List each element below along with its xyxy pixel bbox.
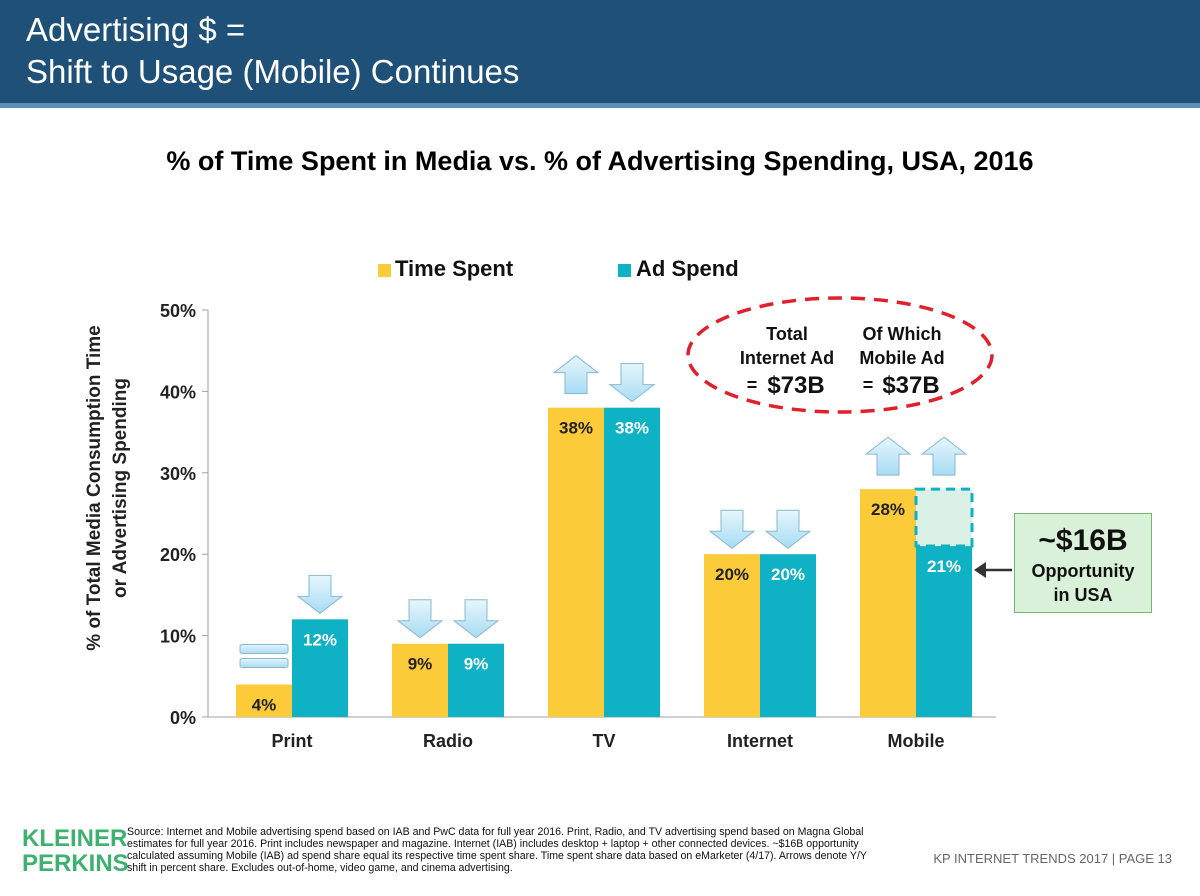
ellipse-total-label: Total — [766, 324, 808, 344]
ellipse-mobile-ad-value: $37B — [882, 372, 939, 399]
slide-title-line2: Shift to Usage (Mobile) Continues — [26, 53, 520, 90]
bar-time-spent-radio — [392, 643, 448, 717]
x-tick-label: Mobile — [888, 731, 945, 751]
y-tick-label: 40% — [160, 382, 196, 402]
down-arrow-icon — [608, 363, 656, 403]
up-arrow-icon — [920, 436, 968, 476]
opportunity-label-line2: in USA — [1053, 585, 1113, 605]
chart-title: % of Time Spent in Media vs. % of Advert… — [166, 146, 1034, 176]
bar-ad-spend-tv — [604, 407, 660, 717]
ellipse-of-which-label: Of Which — [863, 324, 942, 344]
data-label: 21% — [927, 557, 961, 576]
x-tick-label: Print — [271, 731, 312, 751]
opportunity-callout: ~$16B Opportunity in USA — [1014, 513, 1152, 613]
data-label: 4% — [252, 695, 277, 714]
chart-legend: Time Spent Ad Spend — [0, 256, 1200, 286]
legend-label-time-spent: Time Spent — [395, 256, 514, 281]
callout-pointer-arrow — [974, 562, 1012, 578]
x-tick-label: Radio — [423, 731, 473, 751]
ellipse-left-equals: = — [747, 375, 758, 395]
up-arrow-icon — [864, 436, 912, 476]
slide-title-line1: Advertising $ = — [26, 11, 246, 48]
ellipse-internet-ad-label: Internet Ad — [740, 348, 834, 368]
flat-marker-icon — [239, 643, 289, 654]
legend-swatch-ad-spend — [618, 264, 631, 277]
x-tick-label: TV — [592, 731, 615, 751]
x-tick-label: Internet — [727, 731, 793, 751]
logo-line1: KLEINER — [22, 825, 128, 852]
slide-header: Advertising $ = Shift to Usage (Mobile) … — [0, 0, 1200, 108]
mobile-opportunity-gap — [914, 487, 974, 548]
opportunity-label-line1: Opportunity — [1031, 561, 1135, 581]
bar-time-spent-tv — [548, 407, 604, 717]
data-label: 9% — [408, 655, 433, 674]
bar-ad-spend-internet — [760, 554, 816, 717]
internet-ad-ellipse: Total Internet Ad = $73B Of Which Mobile… — [686, 296, 994, 414]
down-arrow-icon — [764, 509, 812, 549]
down-arrow-icon — [396, 599, 444, 639]
bars — [236, 407, 974, 717]
data-label: 20% — [771, 565, 805, 584]
y-tick-label: 20% — [160, 545, 196, 565]
legend-swatch-time-spent — [378, 264, 391, 277]
kleiner-perkins-logo: KLEINER PERKINS — [22, 826, 129, 876]
trend-arrows — [239, 355, 968, 668]
data-label: 9% — [464, 655, 489, 674]
data-label: 38% — [615, 419, 649, 438]
data-label: 20% — [715, 565, 749, 584]
bar-time-spent-internet — [704, 554, 760, 717]
ellipse-internet-ad-value: $73B — [767, 372, 824, 399]
bar-ad-spend-mobile — [916, 546, 972, 717]
y-tick-label: 0% — [170, 708, 196, 728]
down-arrow-icon — [452, 599, 500, 639]
up-arrow-icon — [552, 355, 600, 395]
y-tick-label: 10% — [160, 627, 196, 647]
data-label: 12% — [303, 630, 337, 649]
ellipse-mobile-ad-label: Mobile Ad — [859, 348, 944, 368]
opportunity-value: ~$16B — [1038, 524, 1128, 557]
page-label: KP INTERNET TRENDS 2017 | PAGE 13 — [933, 851, 1172, 866]
source-note: Source: Internet and Mobile advertising … — [127, 826, 867, 874]
data-label: 38% — [559, 419, 593, 438]
data-label: 28% — [871, 500, 905, 519]
dashed-ellipse — [686, 296, 994, 414]
bar-time-spent-mobile — [860, 489, 916, 717]
bar-time-spent-print — [236, 684, 292, 717]
bar-ad-spend-radio — [448, 643, 504, 717]
y-tick-label: 50% — [160, 301, 196, 321]
flat-marker-icon — [239, 657, 289, 668]
bar-ad-spend-print — [292, 619, 348, 717]
down-arrow-icon — [296, 574, 344, 614]
data-labels: 4% 9% 38% 20% 28% 12% 9% 38% 20% 21% — [252, 419, 961, 715]
logo-line2: PERKINS — [22, 850, 129, 877]
y-tick-label: 30% — [160, 464, 196, 484]
ellipse-right-equals: = — [863, 375, 874, 395]
down-arrow-icon — [708, 509, 756, 549]
legend-label-ad-spend: Ad Spend — [636, 256, 739, 281]
